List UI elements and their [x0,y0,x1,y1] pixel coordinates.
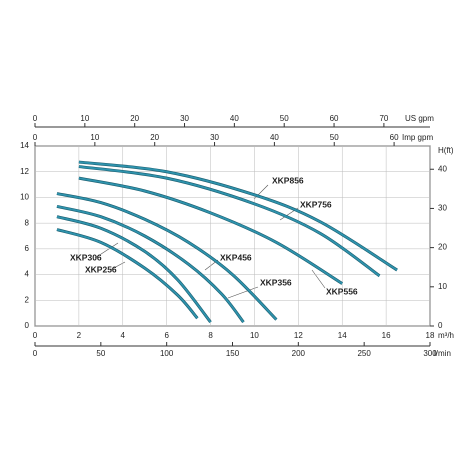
axis-tick-label: 60 [390,133,399,142]
axis-tick-label: 100 [160,349,174,358]
curve [56,228,199,319]
series-label: XKP256 [85,264,117,274]
y-tick-label: 8 [25,218,30,227]
axis-tick-label: 0 [33,349,38,358]
series-label: XKP306 [70,252,102,262]
y2-tick-label: 20 [438,243,447,252]
axis-tick-label: 10 [90,133,99,142]
imp-gpm-label: Imp gpm [402,133,433,142]
x-tick-label: 2 [77,331,82,340]
series-label: XKP756 [300,199,332,209]
axis-tick-label: 40 [230,114,239,123]
x-tick-label: 8 [208,331,213,340]
us-gpm-label: US gpm [405,114,434,123]
axis-tick-label: 250 [357,349,371,358]
curve [78,161,398,271]
y-tick-label: 14 [20,141,29,150]
y2-label: H(ft) [438,146,454,155]
lmin-label: l/min [434,349,451,358]
axis-tick-label: 150 [226,349,240,358]
y2-tick-label: 30 [438,204,447,213]
y-tick-label: 2 [25,295,30,304]
y2-tick-label: 40 [438,164,447,173]
axis-tick-label: 50 [280,114,289,123]
axis-tick-label: 30 [210,133,219,142]
x-tick-label: 14 [338,331,347,340]
x-tick-label: 4 [121,331,126,340]
axis-tick-label: 20 [150,133,159,142]
axis-tick-label: 40 [270,133,279,142]
y-tick-label: 0 [25,321,30,330]
axis-tick-label: 0 [33,114,38,123]
y2-tick-label: 10 [438,282,447,291]
y-tick-label: 12 [20,167,29,176]
x-label: m³/h [438,331,454,340]
x-tick-label: 18 [426,331,435,340]
curve [78,165,381,277]
series-label: XKP456 [220,252,252,262]
axis-tick-label: 300 [423,349,437,358]
axis-tick-label: 50 [96,349,105,358]
axis-tick-label: 20 [130,114,139,123]
curve [56,192,278,321]
x-tick-label: 16 [382,331,391,340]
y-tick-label: 4 [25,270,30,279]
curve [56,215,212,323]
plot-frame [34,145,431,327]
y2-tick-label: 0 [438,321,443,330]
x-tick-label: 10 [250,331,259,340]
series-label: XKP856 [272,175,304,185]
axis-tick-label: 70 [379,114,388,123]
x-tick-label: 0 [33,331,38,340]
curve [56,205,245,323]
curve [78,177,343,285]
axis-tick-label: 0 [33,133,38,142]
axis-tick-label: 60 [330,114,339,123]
x-tick-label: 12 [294,331,303,340]
curve-outline [56,228,199,320]
y-tick-label: 6 [25,244,30,253]
axis-tick-label: 50 [330,133,339,142]
axis-tick-label: 30 [180,114,189,123]
y-tick-label: 10 [20,193,29,202]
series-label: XKP556 [326,286,358,296]
axis-tick-label: 200 [292,349,306,358]
axis-tick-label: 10 [80,114,89,123]
series-label: XKP356 [260,277,292,287]
x-tick-label: 6 [164,331,169,340]
